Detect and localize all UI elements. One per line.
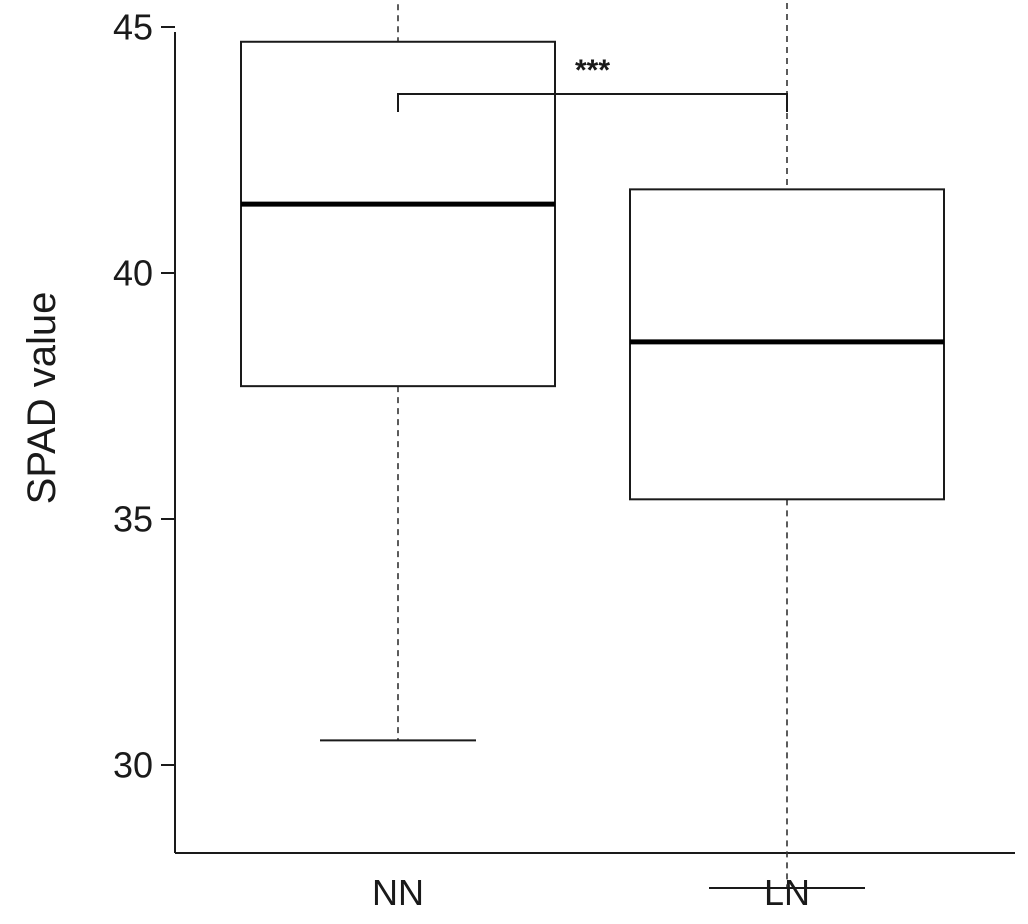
y-axis-title: SPAD value — [20, 292, 64, 505]
y-tick-label-35: 35 — [113, 499, 153, 540]
significance-bracket: *** — [397, 54, 788, 112]
significance-line — [397, 93, 788, 112]
y-tick-label-40: 40 — [113, 253, 153, 294]
box-ln — [629, 0, 945, 889]
y-tick-label-30: 30 — [113, 745, 153, 786]
boxes — [240, 0, 945, 889]
y-tick-label-45: 45 — [113, 7, 153, 48]
x-axis: NN LN — [175, 852, 1015, 913]
x-tick-label-nn: NN — [372, 872, 424, 913]
y-axis: 30354045505560 — [113, 7, 176, 853]
significance-label: *** — [575, 54, 610, 87]
